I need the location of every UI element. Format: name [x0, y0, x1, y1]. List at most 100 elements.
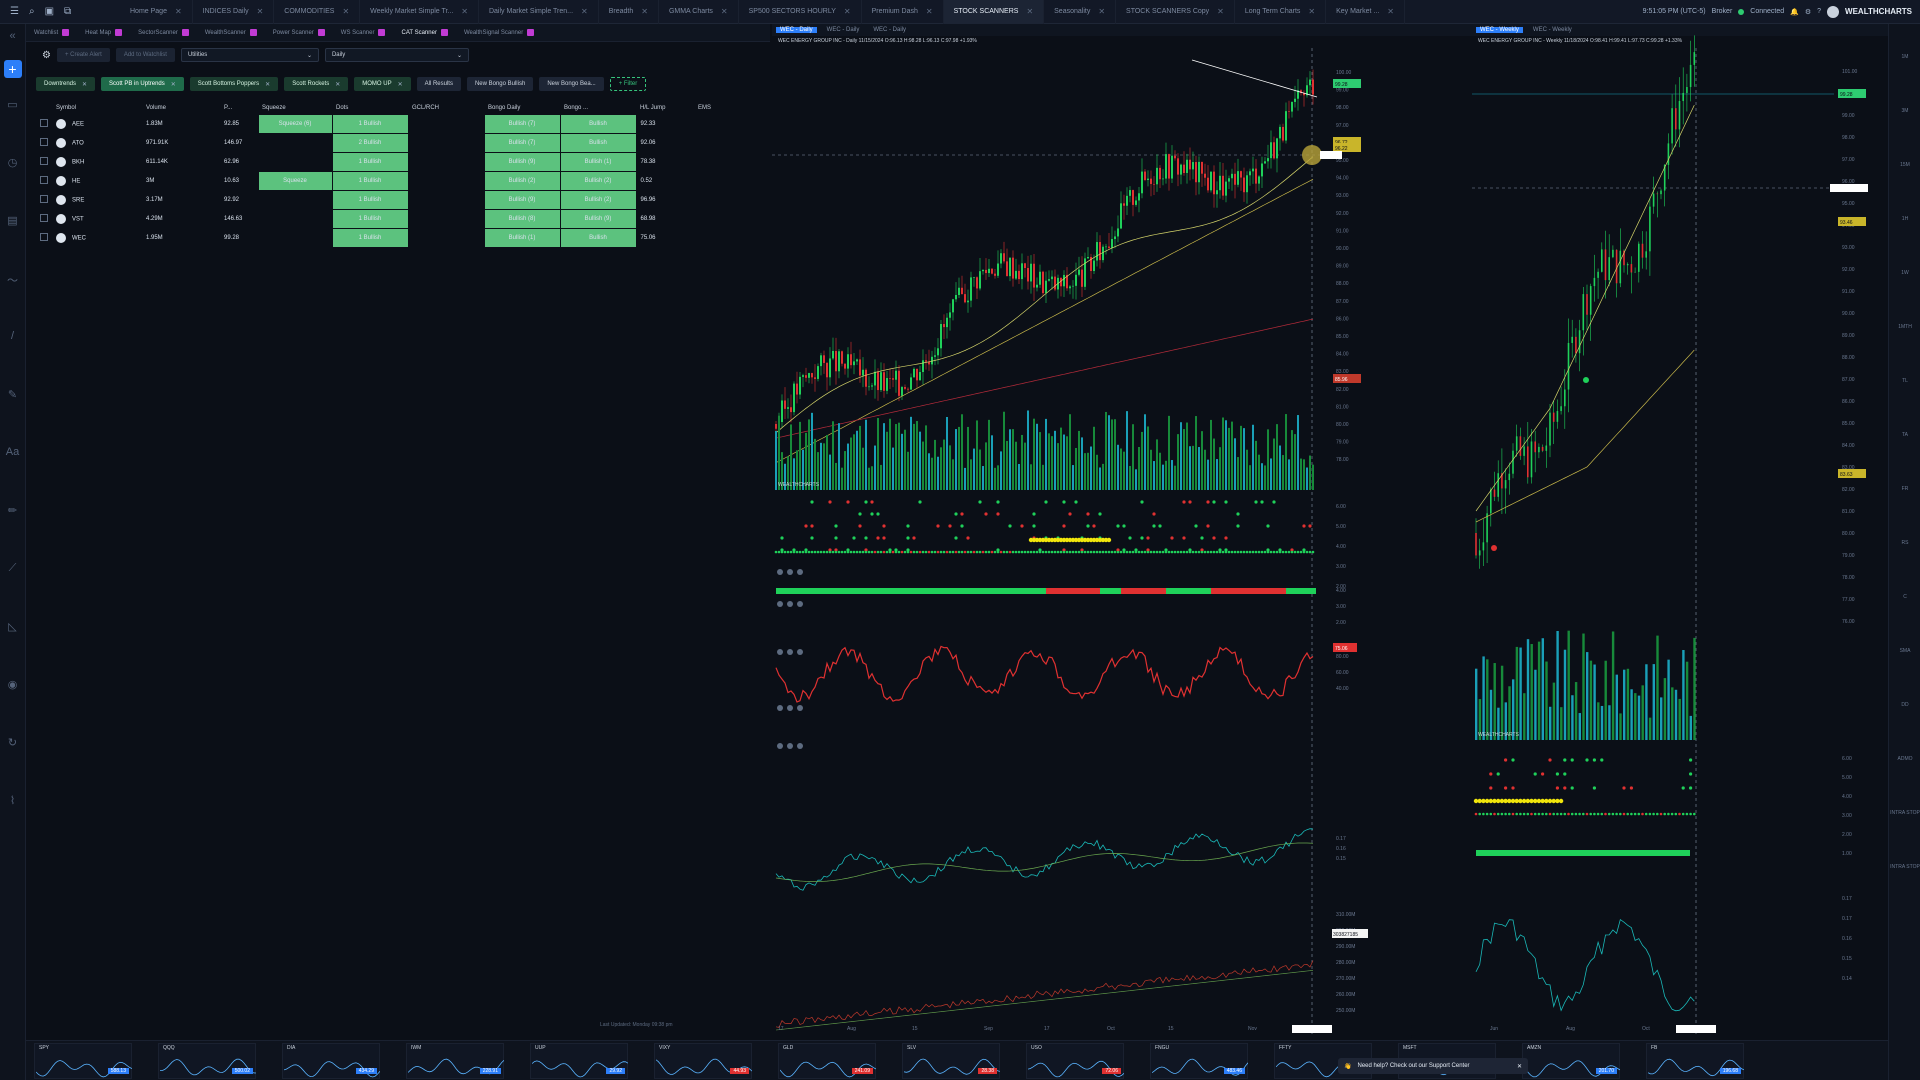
column-header[interactable]: GCL/RCH [412, 105, 440, 111]
workspace-tab[interactable]: GMMA Charts ✕ [659, 0, 739, 24]
scanner-subtab[interactable]: CAT Scanner [393, 28, 455, 36]
workspace-tab[interactable]: Breadth ✕ [599, 0, 659, 24]
row-checkbox[interactable] [40, 213, 48, 222]
close-icon[interactable]: ✕ [843, 7, 851, 16]
mini-chart[interactable]: SPY 588.13 [34, 1043, 132, 1079]
timeframe-shortcut[interactable]: FR [1901, 486, 1909, 492]
filter-chip[interactable]: Downtrends ✕ [36, 77, 96, 91]
mini-chart[interactable]: IWM 228.91 [406, 1043, 504, 1079]
workspace-tab[interactable]: Premium Dash ✕ [862, 0, 944, 24]
filter-preset-button[interactable]: All Results [416, 77, 461, 91]
close-icon[interactable]: ✕ [1516, 1063, 1522, 1070]
folder-icon[interactable]: ▭ [7, 99, 18, 111]
weekly-chart-panel[interactable]: WEC - Weekly WEC - Weekly WEC ENERGY GROU… [1472, 24, 1888, 1040]
pencil-icon[interactable]: ✏ [7, 505, 18, 517]
line-tool-icon[interactable]: / [10, 330, 15, 342]
close-icon[interactable]: ✕ [461, 7, 468, 16]
workspace-tab[interactable]: Weekly Market Simple Tr... ✕ [360, 0, 479, 24]
mini-chart[interactable]: GLD 241.09 [778, 1043, 876, 1079]
chart-tab[interactable]: WEC - Weekly [1532, 27, 1572, 33]
timeframe-shortcut[interactable]: DD [1901, 702, 1909, 708]
close-icon[interactable]: ✕ [1217, 7, 1224, 16]
mini-chart[interactable]: UUP 29.92 [530, 1043, 628, 1079]
close-icon[interactable]: ✕ [581, 7, 588, 16]
support-banner[interactable]: 👋 Need help? Check out our Support Cente… [1338, 1058, 1528, 1074]
column-header[interactable]: EMS [698, 105, 712, 111]
timeframe-select[interactable]: Daily ⌄ [324, 48, 469, 62]
timeframe-shortcut[interactable]: SMA [1899, 648, 1911, 654]
close-icon[interactable]: ✕ [174, 7, 182, 16]
timeframe-shortcut[interactable]: 15M [1900, 162, 1910, 168]
settings-icon[interactable]: ⚙ [42, 49, 51, 61]
close-icon[interactable]: ✕ [82, 81, 88, 88]
daily-chart-canvas[interactable]: 100.0099.0098.0097.0096.0095.0094.0093.0… [772, 24, 1472, 1040]
close-icon[interactable]: ✕ [925, 7, 933, 16]
filter-chip[interactable]: Scott PB in Uptrends ✕ [101, 77, 184, 91]
ruler-icon[interactable]: ⟋ [8, 562, 17, 574]
add-filter-button[interactable]: + Filter [609, 77, 647, 91]
table-row[interactable]: SRE 3.17M 92.92 1 Bullish Bullish (9) Bullish… [36, 189, 734, 210]
column-header[interactable]: Bongo ... [564, 104, 589, 111]
scanner-subtab[interactable]: WealthScanner [197, 28, 265, 36]
help-icon[interactable]: ? [1817, 8, 1822, 15]
mini-chart[interactable]: FB 196.68 [1646, 1043, 1744, 1079]
workspace-tab[interactable]: INDICES Daily ✕ [193, 0, 275, 24]
timeframe-shortcut[interactable]: C [1903, 594, 1907, 600]
collapse-icon[interactable]: « [9, 30, 16, 42]
layout-icon[interactable]: ▣ [44, 6, 55, 17]
column-header[interactable]: Symbol [56, 105, 77, 111]
row-checkbox[interactable] [40, 194, 48, 203]
trend-icon[interactable]: 〜 [7, 275, 18, 287]
workspace-tab[interactable]: STOCK SCANNERS Copy ✕ [1116, 0, 1235, 24]
bell-icon[interactable]: 🔔 [1790, 8, 1799, 16]
workspace-tab[interactable]: Long Term Charts ✕ [1235, 0, 1327, 24]
eye-icon[interactable]: ◉ [7, 679, 18, 691]
table-row[interactable]: ATO 971.91K 146.97 2 Bullish Bullish (7) Bull… [36, 132, 734, 153]
chart-tab[interactable]: WEC - Daily [826, 27, 860, 33]
row-checkbox[interactable] [40, 137, 48, 146]
close-icon[interactable]: ✕ [170, 81, 176, 88]
clock-icon[interactable]: ◷ [7, 157, 18, 169]
close-icon[interactable]: ✕ [256, 7, 264, 16]
workspace-tab[interactable]: Key Market ... ✕ [1326, 0, 1405, 24]
timeframe-shortcut[interactable]: TL [1902, 378, 1908, 384]
close-icon[interactable]: ✕ [1098, 7, 1106, 16]
workspace-tab[interactable]: STOCK SCANNERS ✕ [943, 0, 1045, 24]
add-to-watchlist-button[interactable]: Add to Watchlist [115, 48, 175, 62]
calendar-icon[interactable]: ▤ [7, 215, 18, 227]
workspace-tab[interactable]: Home Page ✕ [120, 0, 193, 24]
filter-preset-button[interactable]: New Bongo Bea... [539, 77, 604, 91]
scanner-subtab[interactable]: WealthSignal Scanner [456, 28, 542, 36]
table-row[interactable]: AEE 1.83M 92.85 Squeeze (6) 1 Bullish Bullish… [36, 113, 734, 134]
scanner-subtab[interactable]: Heat Map [77, 28, 130, 36]
filter-chip[interactable]: Scott Bottoms Poppers ✕ [189, 77, 279, 91]
mini-chart[interactable]: USO 72.06 [1026, 1043, 1124, 1079]
refresh-icon[interactable]: ↻ [7, 737, 18, 749]
column-header[interactable]: Bongo Daily [488, 104, 521, 111]
scanner-subtab[interactable]: SectorScanner [130, 28, 197, 36]
column-header[interactable]: Dots [336, 104, 349, 111]
table-row[interactable]: HE 3M 10.63 Squeeze 1 Bullish Bullish (2) Bull… [36, 170, 734, 191]
brush-icon[interactable]: ✎ [7, 389, 18, 401]
workspace-tab[interactable]: Seasonality ✕ [1044, 0, 1117, 24]
row-checkbox[interactable] [40, 175, 48, 184]
timeframe-shortcut[interactable]: 1W [1901, 270, 1909, 276]
close-icon[interactable]: ✕ [265, 81, 271, 88]
chart-tab[interactable]: WEC - Daily [776, 27, 817, 33]
timeframe-shortcut[interactable]: TA [1901, 432, 1909, 438]
workspace-tab[interactable]: Daily Market Simple Tren... ✕ [479, 0, 599, 24]
timeframe-shortcut[interactable]: INTRA STOP [1890, 810, 1920, 816]
avatar[interactable] [1827, 5, 1840, 18]
table-row[interactable]: BKH 611.14K 62.96 1 Bullish Bullish (9) Bulli… [36, 151, 734, 172]
table-row[interactable]: VST 4.29M 146.63 1 Bullish Bullish (8) Bullis… [36, 208, 734, 229]
timeframe-shortcut[interactable]: 1MTH [1898, 324, 1912, 330]
close-icon[interactable]: ✕ [720, 7, 728, 16]
text-tool-icon[interactable]: Aa [5, 446, 20, 458]
shape-icon[interactable]: ◺ [8, 621, 17, 633]
row-checkbox[interactable] [40, 156, 48, 165]
close-icon[interactable]: ✕ [335, 81, 341, 88]
mini-chart[interactable]: VIXY 44.93 [654, 1043, 752, 1079]
mini-chart[interactable]: DIA 434.29 [282, 1043, 380, 1079]
weekly-chart-canvas[interactable]: 101.00100.0099.0098.0097.0096.0095.0094.… [1472, 24, 1888, 1040]
workspace-tab[interactable]: SP500 SECTORS HOURLY ✕ [739, 0, 862, 24]
